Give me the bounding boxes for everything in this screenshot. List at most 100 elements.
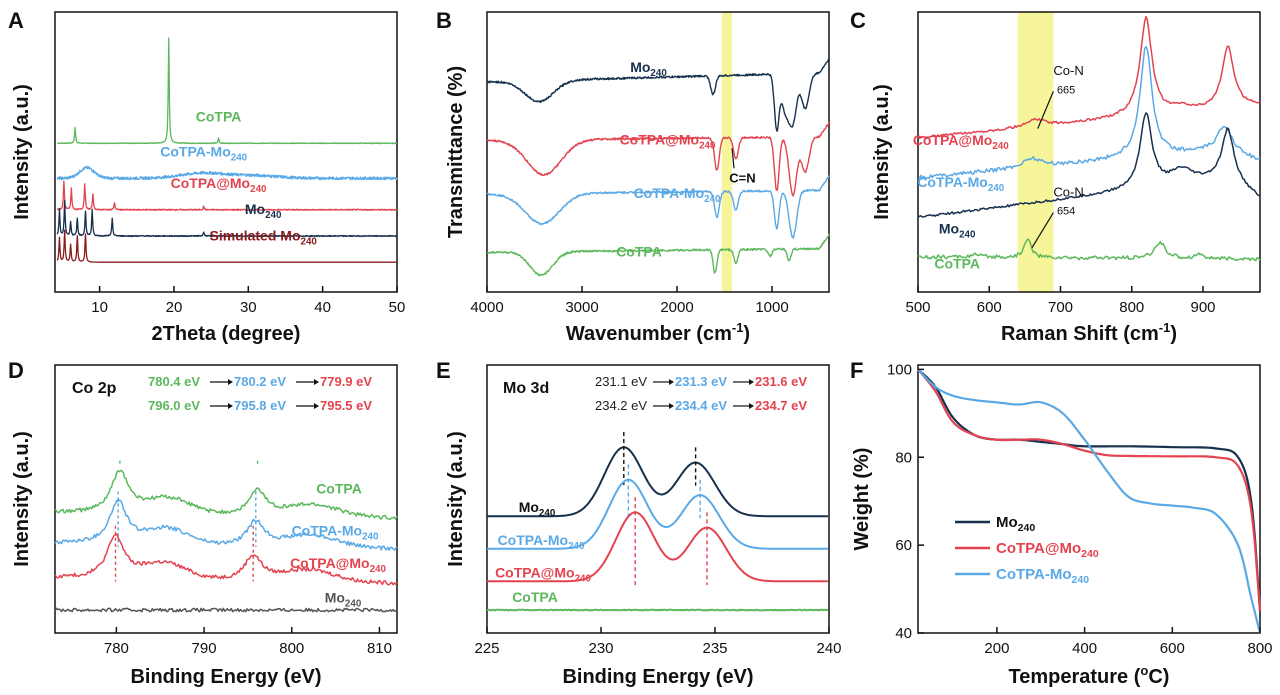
series-label: Simulated Mo240 <box>209 227 317 247</box>
shift-arrowhead <box>669 379 674 385</box>
shift-value: 234.2 eV <box>595 398 647 413</box>
panel-title: Co 2p <box>72 380 117 397</box>
x-tick-label: 810 <box>367 640 392 657</box>
series-label: CoTPA-Mo240 <box>917 174 1004 194</box>
series-label: CoTPA@Mo240 <box>171 175 267 195</box>
series-line-Mo240 <box>917 112 1261 219</box>
x-tick-label: 780 <box>104 640 129 657</box>
x-tick-label: 900 <box>1190 299 1215 316</box>
annotation-cn: C=N <box>729 170 755 185</box>
plot-frame <box>54 11 398 293</box>
series-label: CoTPA@Mo240 <box>495 564 591 584</box>
panel-letter: D <box>8 358 24 383</box>
annotation-arrow <box>1037 91 1054 129</box>
series-label: Mo240 <box>325 589 362 609</box>
series-label: CoTPA@Mo240 <box>913 132 1009 152</box>
series-line-CoTPA@Mo240 <box>56 180 398 211</box>
x-tick-label: 230 <box>588 640 613 657</box>
shift-value: 795.8 eV <box>234 398 286 413</box>
x-tick-label: 30 <box>240 299 257 316</box>
panel-letter: F <box>850 358 863 383</box>
series-line-CoTPA-Mo240 <box>917 45 1261 180</box>
series-line-CoTPA-Mo240 <box>486 175 830 239</box>
x-tick-label: 800 <box>279 640 304 657</box>
x-tick-label: 1000 <box>755 299 788 316</box>
series-line-CoTPA-Mo240 <box>487 478 828 550</box>
series-line-Mo240 <box>487 446 828 518</box>
plot-frame <box>917 364 1261 634</box>
series-label: CoTPA <box>316 480 362 496</box>
y-axis-label: Weight (%) <box>851 448 873 551</box>
panel-letter: C <box>850 8 866 33</box>
series-label: CoTPA <box>616 243 662 259</box>
series-line-CoTPA-Mo240 <box>917 368 1262 634</box>
x-tick-label: 600 <box>977 299 1002 316</box>
series-line-CoTPA <box>56 37 398 145</box>
series-label: Mo240 <box>519 499 556 519</box>
x-axis-label: Binding Energy (eV) <box>562 666 753 688</box>
shift-value: 234.4 eV <box>675 398 727 413</box>
series-line-CoTPA@Mo240 <box>917 368 1262 612</box>
series-line-CoTPA-Mo240 <box>54 499 398 551</box>
y-axis-label: Intensity (a.u.) <box>871 84 893 220</box>
annotation-label: Co-N <box>1053 184 1083 199</box>
series-label: Mo240 <box>630 59 667 79</box>
series-line-Mo240 <box>486 57 830 132</box>
series-line-CoTPA@Mo240 <box>54 533 398 586</box>
panel-letter: B <box>436 8 452 33</box>
series-label: CoTPA <box>512 589 558 605</box>
plot-frame <box>54 364 398 634</box>
y-axis-label: Intensity (a.u.) <box>11 431 33 567</box>
x-tick-label: 200 <box>984 640 1009 657</box>
legend-label: Mo240 <box>996 514 1035 534</box>
series-line-CoTPA <box>54 469 398 521</box>
series-label: CoTPA@Mo240 <box>620 131 716 151</box>
series-label: CoTPA@Mo240 <box>290 555 386 575</box>
annotation-value: 654 <box>1057 206 1075 218</box>
annotation-arrow <box>1031 212 1054 248</box>
x-tick-label: 40 <box>314 299 331 316</box>
panel-letter: E <box>436 358 451 383</box>
x-tick-label: 3000 <box>565 299 598 316</box>
shift-arrowhead <box>228 403 233 409</box>
x-tick-label: 20 <box>166 299 183 316</box>
series-label: Mo240 <box>939 221 976 241</box>
series-line-CoTPA-Mo240 <box>56 165 398 181</box>
legend-label: CoTPA-Mo240 <box>996 566 1089 586</box>
x-tick-label: 235 <box>702 640 727 657</box>
y-tick-label: 100 <box>887 361 912 378</box>
series-label: CoTPA-Mo240 <box>160 143 247 163</box>
y-tick-label: 40 <box>895 625 912 642</box>
x-tick-label: 600 <box>1160 640 1185 657</box>
x-tick-label: 500 <box>905 299 930 316</box>
plot-frame <box>917 11 1261 293</box>
x-tick-label: 225 <box>474 640 499 657</box>
annotation-value: 665 <box>1057 84 1075 96</box>
plot-frame <box>486 364 830 634</box>
x-tick-label: 50 <box>389 299 406 316</box>
series-label: Mo240 <box>245 201 282 221</box>
series-label: CoTPA-Mo240 <box>634 185 721 205</box>
shift-arrowhead <box>749 403 754 409</box>
series-line-CoTPA@Mo240 <box>486 121 830 197</box>
x-tick-label: 400 <box>1072 640 1097 657</box>
shift-value: 779.9 eV <box>320 374 372 389</box>
x-tick-label: 240 <box>816 640 841 657</box>
y-axis-label: Intensity (a.u.) <box>11 84 33 220</box>
x-tick-label: 800 <box>1247 640 1272 657</box>
shift-value: 780.4 eV <box>148 374 200 389</box>
legend-label: CoTPA@Mo240 <box>996 540 1099 560</box>
shift-arrowhead <box>314 403 319 409</box>
series-line-CoTPA@Mo240 <box>487 511 828 583</box>
y-axis-label: Intensity (a.u.) <box>445 431 467 567</box>
annotation-arrow <box>731 148 735 169</box>
series-line-Simulated Mo240 <box>56 229 398 263</box>
shift-arrowhead <box>749 379 754 385</box>
series-line-CoTPA@Mo240 <box>917 15 1261 140</box>
series-label: CoTPA-Mo240 <box>498 532 585 552</box>
annotation-label: Co-N <box>1053 63 1083 78</box>
shift-arrowhead <box>228 379 233 385</box>
highlight-band <box>721 12 733 292</box>
x-tick-label: 800 <box>1119 299 1144 316</box>
